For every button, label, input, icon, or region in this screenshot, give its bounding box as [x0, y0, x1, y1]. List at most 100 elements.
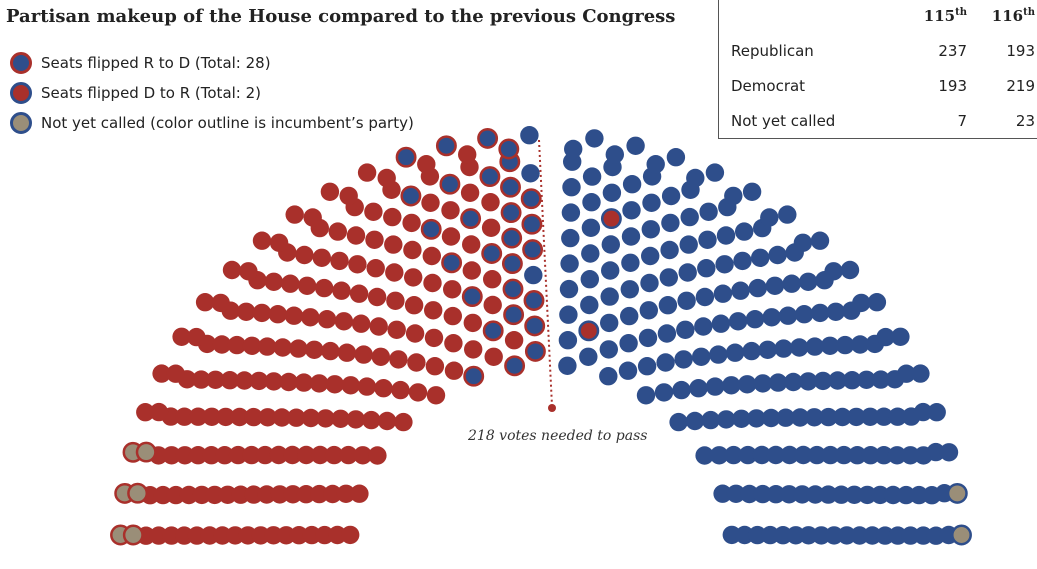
seat-flipped-r-to-d: [400, 185, 422, 207]
table-cell-116: 219: [1006, 76, 1035, 95]
seat-democrat: [331, 409, 350, 428]
seat-republican: [713, 284, 733, 303]
seat-republican: [599, 367, 618, 386]
seat-democrat: [244, 407, 263, 427]
seat-democrat: [423, 273, 442, 293]
seat-republican: [601, 235, 620, 254]
seat-democrat: [481, 218, 501, 237]
seat-flipped-r-to-d: [524, 340, 546, 362]
seat-democrat: [187, 526, 207, 545]
seat-flipped-r-to-d: [420, 218, 442, 240]
seat-republican: [761, 525, 780, 545]
seat-democrat: [289, 526, 309, 545]
seat-democrat: [371, 347, 390, 366]
seat-democrat: [277, 526, 296, 545]
seat-democrat: [213, 526, 232, 545]
seat-republican: [784, 372, 803, 392]
seat-democrat: [383, 207, 402, 227]
seat-republican: [786, 526, 805, 545]
seat-republican: [602, 183, 622, 202]
seat-democrat: [149, 402, 169, 422]
seat-republican: [622, 175, 642, 194]
seat-democrat: [441, 227, 461, 246]
seat-republican: [701, 410, 720, 430]
seat-not-called-rep: [946, 482, 968, 504]
seat-republican: [582, 167, 602, 186]
seat-flipped-r-to-d: [501, 253, 523, 275]
table-cell-115: 237: [938, 41, 967, 60]
seat-republican: [733, 251, 752, 271]
seat-democrat: [504, 331, 524, 350]
seat-republican: [790, 408, 810, 427]
seat-democrat: [425, 357, 445, 376]
seat-flipped-r-to-d: [520, 188, 542, 210]
seat-republican: [742, 341, 761, 361]
seat-republican: [858, 485, 877, 505]
majority-annotation: 218 votes needed to pass: [468, 428, 648, 444]
seat-republican: [927, 403, 946, 422]
seat-flipped-r-to-d: [481, 243, 503, 264]
seat-democrat: [255, 445, 275, 465]
seat-democrat: [320, 182, 340, 201]
seat-republican: [874, 407, 894, 426]
seat-republican: [621, 227, 641, 246]
seat-republican: [695, 446, 714, 465]
seat-republican: [861, 446, 880, 465]
seat-republican: [837, 526, 856, 545]
seat-democrat: [162, 526, 181, 545]
seat-republican: [888, 526, 907, 545]
seat-republican: [758, 340, 777, 359]
seat-democrat: [239, 262, 258, 281]
seat-republican: [524, 265, 543, 285]
legend-dot-d-to-r: [10, 82, 32, 104]
seat-republican: [695, 287, 715, 307]
seat-republican: [713, 484, 732, 503]
seat-democrat: [391, 380, 410, 400]
seat-republican: [793, 233, 813, 252]
table-row-label: Democrat: [731, 76, 806, 95]
seat-republican: [722, 376, 741, 395]
table-cell-115: 7: [957, 111, 967, 130]
seat-democrat: [220, 371, 240, 390]
seat-democrat: [483, 295, 502, 315]
seat-democrat: [285, 205, 304, 224]
seat-republican: [680, 207, 699, 227]
seat-republican: [724, 445, 743, 465]
seat-republican: [740, 484, 759, 504]
seat-republican: [581, 244, 600, 263]
seat-democrat: [374, 379, 393, 398]
seat-republican: [780, 445, 799, 465]
seat-democrat: [336, 484, 356, 503]
table-cell-116: 193: [1006, 41, 1035, 60]
table-row-not-called: Not yet called 7 23: [719, 103, 1037, 138]
seat-democrat: [202, 407, 221, 426]
seat-flipped-r-to-d: [461, 286, 483, 308]
seat-republican: [654, 383, 674, 402]
seat-democrat: [483, 270, 502, 289]
seat-republican: [559, 305, 578, 324]
seat-democrat: [422, 246, 441, 266]
seat-republican: [891, 327, 910, 346]
seat-democrat: [424, 301, 443, 320]
seat-republican: [666, 148, 686, 167]
seat-democrat: [464, 340, 483, 359]
seat-flipped-r-to-d: [498, 138, 520, 160]
table-row-label: Republican: [731, 41, 814, 60]
seat-republican: [876, 327, 895, 347]
seat-democrat: [317, 310, 337, 329]
seat-democrat: [202, 446, 221, 465]
seat-flipped-r-to-d: [503, 304, 525, 326]
seat-republican: [914, 526, 933, 545]
seat-flipped-d-to-r: [600, 208, 622, 230]
seat-flipped-r-to-d: [441, 252, 463, 274]
legend-label-d-to-r: Seats flipped D to R (Total: 2): [41, 84, 262, 102]
seat-republican: [626, 136, 645, 155]
seat-democrat: [337, 343, 357, 362]
seat-republican: [813, 371, 833, 391]
seat-flipped-r-to-d: [501, 227, 523, 249]
seat-republican: [685, 411, 705, 431]
seat-republican: [674, 350, 693, 369]
seat-republican: [621, 253, 640, 272]
seat-republican: [824, 526, 844, 545]
table-row-republican: Republican 237 193: [719, 33, 1037, 68]
